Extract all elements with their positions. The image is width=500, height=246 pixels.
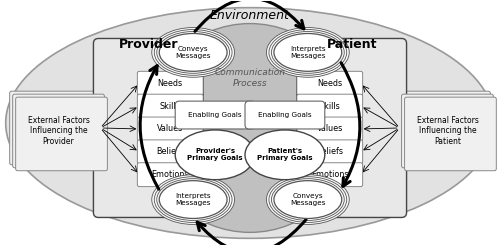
Text: Provider's
Primary Goals: Provider's Primary Goals (188, 148, 243, 161)
Text: Interprets
Messages: Interprets Messages (290, 46, 326, 59)
Text: Conveys
Messages: Conveys Messages (290, 193, 326, 206)
Ellipse shape (6, 8, 494, 238)
Text: Values: Values (157, 124, 184, 134)
Ellipse shape (272, 179, 344, 220)
Text: Emotions: Emotions (152, 170, 189, 179)
FancyBboxPatch shape (297, 71, 362, 95)
FancyArrowPatch shape (140, 66, 159, 189)
Ellipse shape (175, 130, 255, 180)
Ellipse shape (152, 175, 234, 224)
Text: Environment: Environment (210, 9, 290, 22)
FancyBboxPatch shape (138, 163, 203, 187)
Text: Patient's
Primary Goals: Patient's Primary Goals (257, 148, 312, 161)
Text: Skills: Skills (160, 102, 180, 111)
FancyArrowPatch shape (197, 220, 306, 246)
Text: Beliefs: Beliefs (316, 147, 344, 156)
Ellipse shape (157, 31, 230, 73)
Ellipse shape (160, 33, 227, 71)
FancyBboxPatch shape (297, 163, 362, 187)
Ellipse shape (272, 31, 344, 73)
Text: Communication
Process: Communication Process (214, 68, 286, 88)
FancyArrowPatch shape (195, 0, 304, 31)
Text: External Factors
Influencing the
Patient: External Factors Influencing the Patient (416, 116, 478, 146)
Text: Conveys
Messages: Conveys Messages (176, 46, 211, 59)
Ellipse shape (269, 177, 346, 222)
Text: External Factors
Influencing the
Provider: External Factors Influencing the Provide… (28, 116, 90, 146)
Text: Enabling Goals: Enabling Goals (258, 112, 312, 118)
Text: Emotions: Emotions (311, 170, 348, 179)
Text: Needs: Needs (158, 79, 183, 88)
Ellipse shape (154, 30, 232, 75)
FancyBboxPatch shape (138, 94, 203, 118)
Ellipse shape (274, 33, 342, 71)
FancyBboxPatch shape (12, 94, 104, 168)
Text: Provider: Provider (118, 38, 178, 51)
FancyBboxPatch shape (10, 91, 102, 165)
Ellipse shape (245, 130, 325, 180)
Ellipse shape (146, 24, 354, 232)
Ellipse shape (266, 28, 349, 77)
FancyBboxPatch shape (398, 91, 490, 165)
Text: Needs: Needs (317, 79, 342, 88)
FancyBboxPatch shape (138, 117, 203, 141)
FancyBboxPatch shape (297, 140, 362, 164)
Text: Patient: Patient (326, 38, 377, 51)
Ellipse shape (274, 181, 342, 218)
FancyBboxPatch shape (175, 101, 255, 129)
Ellipse shape (157, 179, 230, 220)
FancyBboxPatch shape (94, 38, 203, 217)
Ellipse shape (160, 181, 227, 218)
FancyBboxPatch shape (16, 97, 108, 171)
FancyBboxPatch shape (297, 94, 362, 118)
Text: Enabling Goals: Enabling Goals (188, 112, 242, 118)
FancyBboxPatch shape (404, 97, 496, 171)
Ellipse shape (154, 177, 232, 222)
Text: Values: Values (316, 124, 343, 134)
Text: Interprets
Messages: Interprets Messages (176, 193, 211, 206)
FancyArrowPatch shape (341, 63, 360, 186)
Ellipse shape (269, 30, 346, 75)
FancyBboxPatch shape (297, 117, 362, 141)
FancyBboxPatch shape (138, 71, 203, 95)
FancyBboxPatch shape (138, 140, 203, 164)
Text: Beliefs: Beliefs (156, 147, 184, 156)
Ellipse shape (152, 28, 234, 77)
FancyBboxPatch shape (297, 38, 406, 217)
FancyBboxPatch shape (402, 94, 494, 168)
FancyBboxPatch shape (245, 101, 325, 129)
Ellipse shape (266, 175, 349, 224)
Text: Skills: Skills (320, 102, 340, 111)
